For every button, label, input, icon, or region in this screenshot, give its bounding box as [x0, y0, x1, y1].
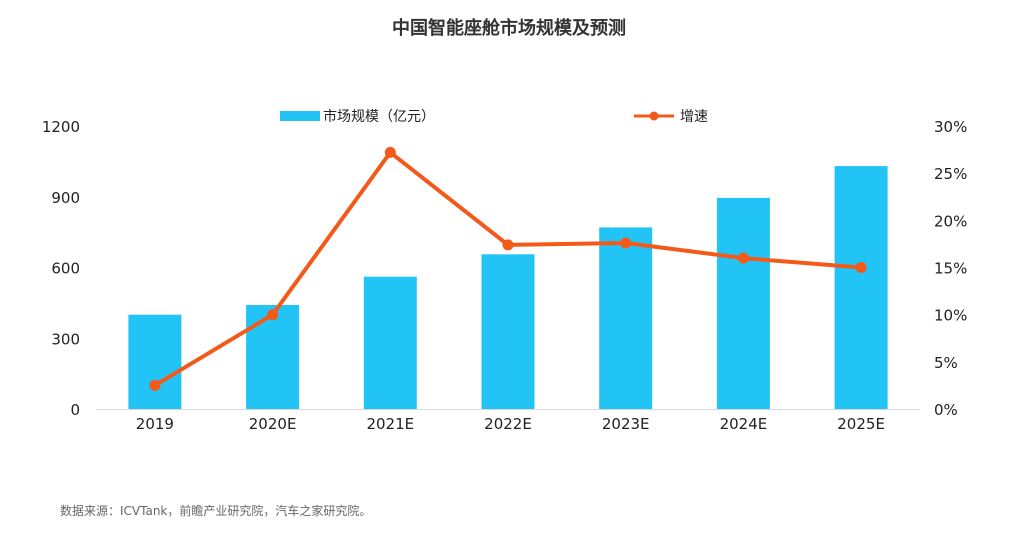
y-right-tick-label: 25%	[934, 165, 967, 183]
legend-line-label: 增速	[680, 109, 708, 125]
growth-point-2022E	[502, 239, 514, 251]
y-left-tick-label: 300	[51, 330, 80, 348]
y-right-tick-label: 10%	[934, 307, 967, 325]
y-right-tick-label: 0%	[934, 401, 958, 419]
bar-2023E	[599, 227, 653, 409]
y-right-tick-label: 15%	[934, 260, 967, 278]
growth-point-2020E	[267, 309, 279, 321]
legend-bar-label: 市场规模（亿元）	[323, 108, 435, 125]
y-left-tick-label: 900	[51, 189, 80, 207]
growth-point-2019	[149, 379, 161, 391]
bar-2021E	[363, 276, 417, 409]
growth-point-2021E	[384, 146, 396, 158]
growth-point-2025E	[855, 262, 867, 273]
growth-point-2024E	[737, 252, 749, 264]
y-right-tick-label: 20%	[934, 212, 967, 230]
y-right-tick-label: 5%	[934, 354, 958, 372]
bar-2019	[128, 314, 182, 409]
bar-2024E	[716, 197, 770, 409]
legend-line-marker	[649, 111, 659, 121]
source-note: 数据来源：ICVTank，前瞻产业研究院，汽车之家研究院。	[60, 504, 372, 518]
chart-title: 中国智能座舱市场规模及预测	[392, 18, 626, 39]
bar-2022E	[481, 254, 535, 409]
x-tick-label: 2023E	[602, 415, 650, 433]
growth-point-2023E	[620, 237, 632, 249]
bar-2020E	[246, 305, 300, 409]
x-tick-label: 2022E	[484, 415, 532, 433]
x-tick-label: 2019	[136, 415, 174, 433]
x-tick-label: 2024E	[720, 415, 768, 433]
y-left-tick-label: 1200	[42, 118, 80, 136]
x-tick-label: 2020E	[249, 415, 297, 433]
x-tick-label: 2021E	[366, 415, 414, 433]
bar-2025E	[834, 166, 888, 409]
y-left-tick-label: 600	[51, 260, 80, 278]
y-left-tick-label: 0	[70, 401, 80, 419]
x-tick-label: 2025E	[837, 415, 885, 433]
legend-bar-swatch	[280, 111, 320, 121]
y-right-tick-label: 30%	[934, 118, 967, 136]
